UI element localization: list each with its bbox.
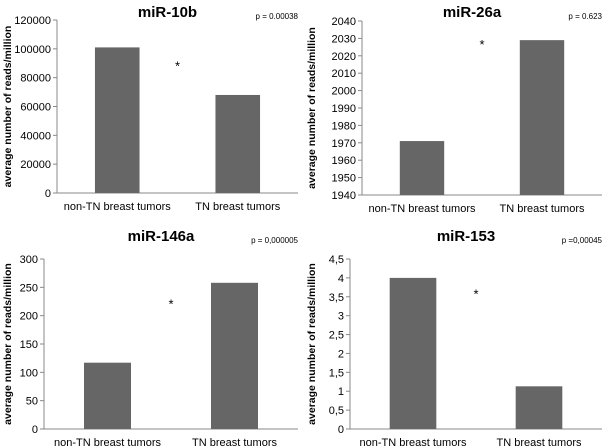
bar-non-tn bbox=[84, 362, 131, 429]
y-tick-label: 150 bbox=[20, 339, 38, 351]
y-tick-label: 100000 bbox=[14, 44, 51, 56]
significance-asterisk: * bbox=[175, 58, 180, 73]
y-tick-label: 0,5 bbox=[329, 405, 344, 417]
y-tick-label: 2 bbox=[338, 348, 344, 360]
y-tick-label: 0 bbox=[45, 188, 51, 200]
category-label: TN breast tumors bbox=[192, 437, 277, 448]
y-tick-label: 2000 bbox=[332, 86, 356, 98]
significance-asterisk: * bbox=[473, 287, 478, 302]
y-axis-label: average number of reads/million bbox=[306, 27, 318, 189]
bar-tn bbox=[211, 282, 258, 429]
category-label: TN breast tumors bbox=[500, 203, 585, 215]
bar-tn bbox=[515, 386, 563, 429]
p-value-label: p = 0.623 bbox=[568, 12, 602, 21]
p-value-label: p = 0.00038 bbox=[256, 12, 299, 21]
chart-panel-mir-26a: miR-26a p = 0.623 average number of reads/… bbox=[304, 0, 609, 224]
y-tick-label: 4 bbox=[338, 273, 344, 285]
y-tick-label: 3 bbox=[338, 311, 344, 323]
y-tick-label: 1 bbox=[338, 386, 344, 398]
y-tick-label: 1980 bbox=[332, 120, 356, 132]
y-tick-label: 1990 bbox=[332, 103, 356, 115]
significance-asterisk: * bbox=[168, 296, 173, 311]
chart-svg-mir-26a: miR-26a p = 0.623 average number of reads/… bbox=[306, 4, 603, 215]
y-tick-label: 2,5 bbox=[329, 330, 344, 342]
y-tick-label: 1940 bbox=[332, 190, 356, 202]
chart-title: miR-10b bbox=[138, 4, 197, 21]
category-label: non-TN breast tumors bbox=[369, 203, 476, 215]
category-label: non-TN breast tumors bbox=[54, 437, 161, 448]
y-tick-label: 1950 bbox=[332, 173, 356, 185]
y-tick-label: 2030 bbox=[332, 33, 356, 45]
category-label: non-TN breast tumors bbox=[64, 201, 171, 213]
y-tick-label: 40000 bbox=[20, 130, 51, 142]
chart-svg-mir-146a: miR-146a p = 0,000005 average number of re… bbox=[2, 228, 299, 448]
p-value-label: p = 0,000005 bbox=[251, 236, 298, 245]
y-axis-label: average number of reads/million bbox=[306, 263, 318, 425]
y-tick-label: 2040 bbox=[332, 16, 356, 28]
bar-tn bbox=[519, 40, 565, 195]
chart-panel-mir-146a: miR-146a p = 0,000005 average number of re… bbox=[0, 224, 305, 448]
chart-title: miR-26a bbox=[443, 4, 502, 21]
chart-title: miR-153 bbox=[437, 228, 495, 245]
p-value-label: p =0,00045 bbox=[562, 236, 603, 245]
chart-svg-mir-153: miR-153 p =0,00045 average number of reads… bbox=[306, 228, 603, 448]
y-tick-label: 50 bbox=[26, 396, 38, 408]
category-label: TN breast tumors bbox=[497, 437, 582, 448]
y-tick-label: 0 bbox=[338, 424, 344, 436]
y-tick-label: 100 bbox=[20, 367, 38, 379]
chart-panel-mir-153: miR-153 p =0,00045 average number of reads… bbox=[304, 224, 609, 448]
y-tick-label: 60000 bbox=[20, 102, 51, 114]
y-tick-label: 0 bbox=[32, 424, 38, 436]
y-tick-label: 2020 bbox=[332, 51, 356, 63]
y-tick-label: 120000 bbox=[14, 15, 51, 27]
y-tick-label: 3,5 bbox=[329, 292, 344, 304]
y-tick-label: 1960 bbox=[332, 155, 356, 167]
chart-title: miR-146a bbox=[128, 228, 195, 245]
y-tick-label: 250 bbox=[20, 282, 38, 294]
category-label: non-TN breast tumors bbox=[360, 437, 467, 448]
y-tick-label: 200 bbox=[20, 311, 38, 323]
category-label: TN breast tumors bbox=[195, 201, 280, 213]
bar-tn bbox=[215, 94, 261, 193]
y-tick-label: 80000 bbox=[20, 73, 51, 85]
y-axis-label: average number of reads/million bbox=[2, 26, 14, 188]
chart-panel-mir-10b: miR-10b p = 0.00038 average number of read… bbox=[0, 0, 305, 224]
bar-non-tn bbox=[399, 141, 445, 195]
y-tick-label: 1,5 bbox=[329, 367, 344, 379]
bar-non-tn bbox=[94, 47, 140, 194]
significance-asterisk: * bbox=[479, 37, 484, 52]
y-axis-label: average number of reads/million bbox=[2, 263, 14, 425]
y-tick-label: 300 bbox=[20, 254, 38, 266]
y-tick-label: 20000 bbox=[20, 159, 51, 171]
y-tick-label: 2010 bbox=[332, 68, 356, 80]
chart-svg-mir-10b: miR-10b p = 0.00038 average number of read… bbox=[2, 4, 299, 213]
y-tick-label: 1970 bbox=[332, 138, 356, 150]
bar-non-tn bbox=[389, 277, 437, 429]
y-tick-label: 4,5 bbox=[329, 254, 344, 266]
